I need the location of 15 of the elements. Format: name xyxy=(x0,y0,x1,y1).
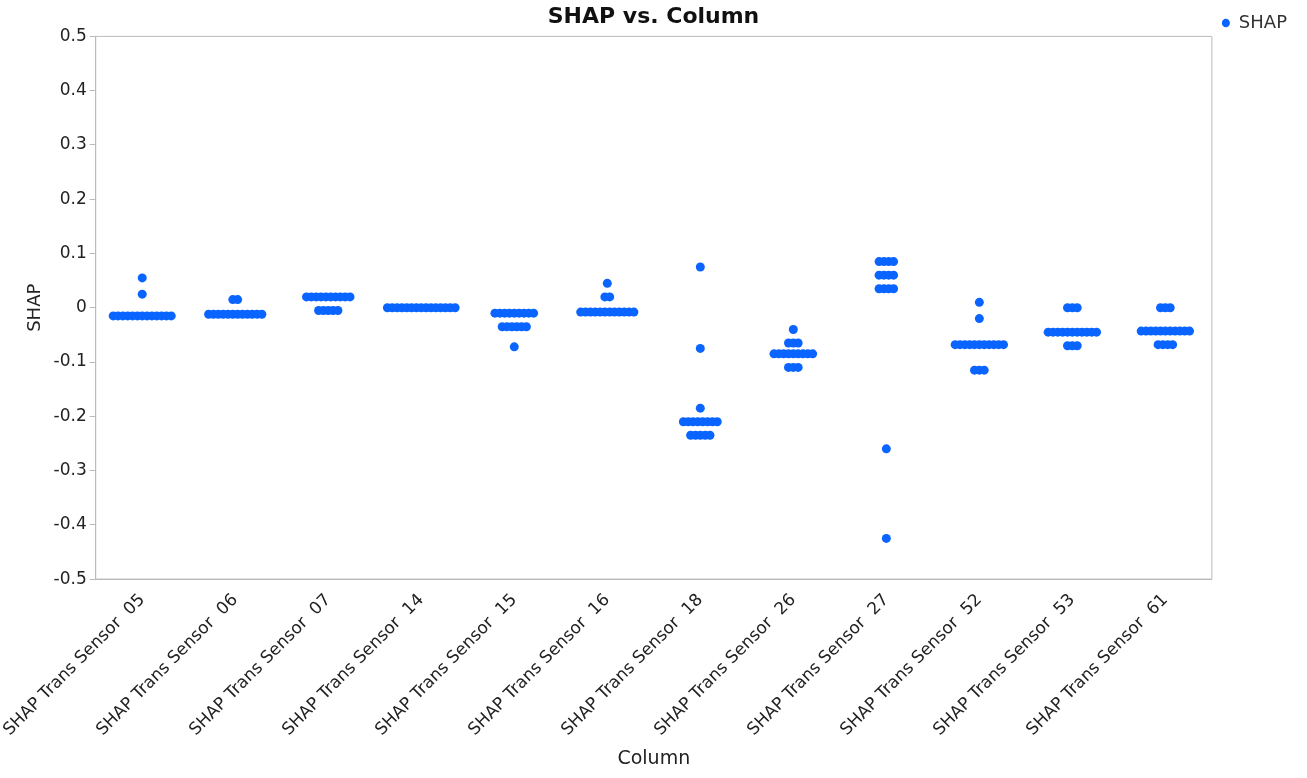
y-tick-label: 0.2 xyxy=(59,187,87,208)
x-axis-title: Column xyxy=(617,745,691,768)
y-tick-label: -0.4 xyxy=(53,513,87,534)
y-tick-label: -0.5 xyxy=(53,567,87,588)
y-tick-label: -0.3 xyxy=(53,458,87,479)
legend-label: SHAP xyxy=(1238,10,1288,32)
chart-title: SHAP vs. Column xyxy=(547,2,760,28)
y-tick-label: 0.1 xyxy=(59,241,87,262)
y-tick-label: -0.1 xyxy=(53,350,87,371)
y-axis-title: SHAP xyxy=(23,283,45,332)
y-tick-label: 0 xyxy=(75,296,87,317)
y-tick-label: 0.5 xyxy=(59,24,87,45)
y-tick-label: 0.4 xyxy=(59,79,87,100)
y-tick-label: -0.2 xyxy=(53,404,87,425)
y-tick-label: 0.3 xyxy=(59,133,87,154)
